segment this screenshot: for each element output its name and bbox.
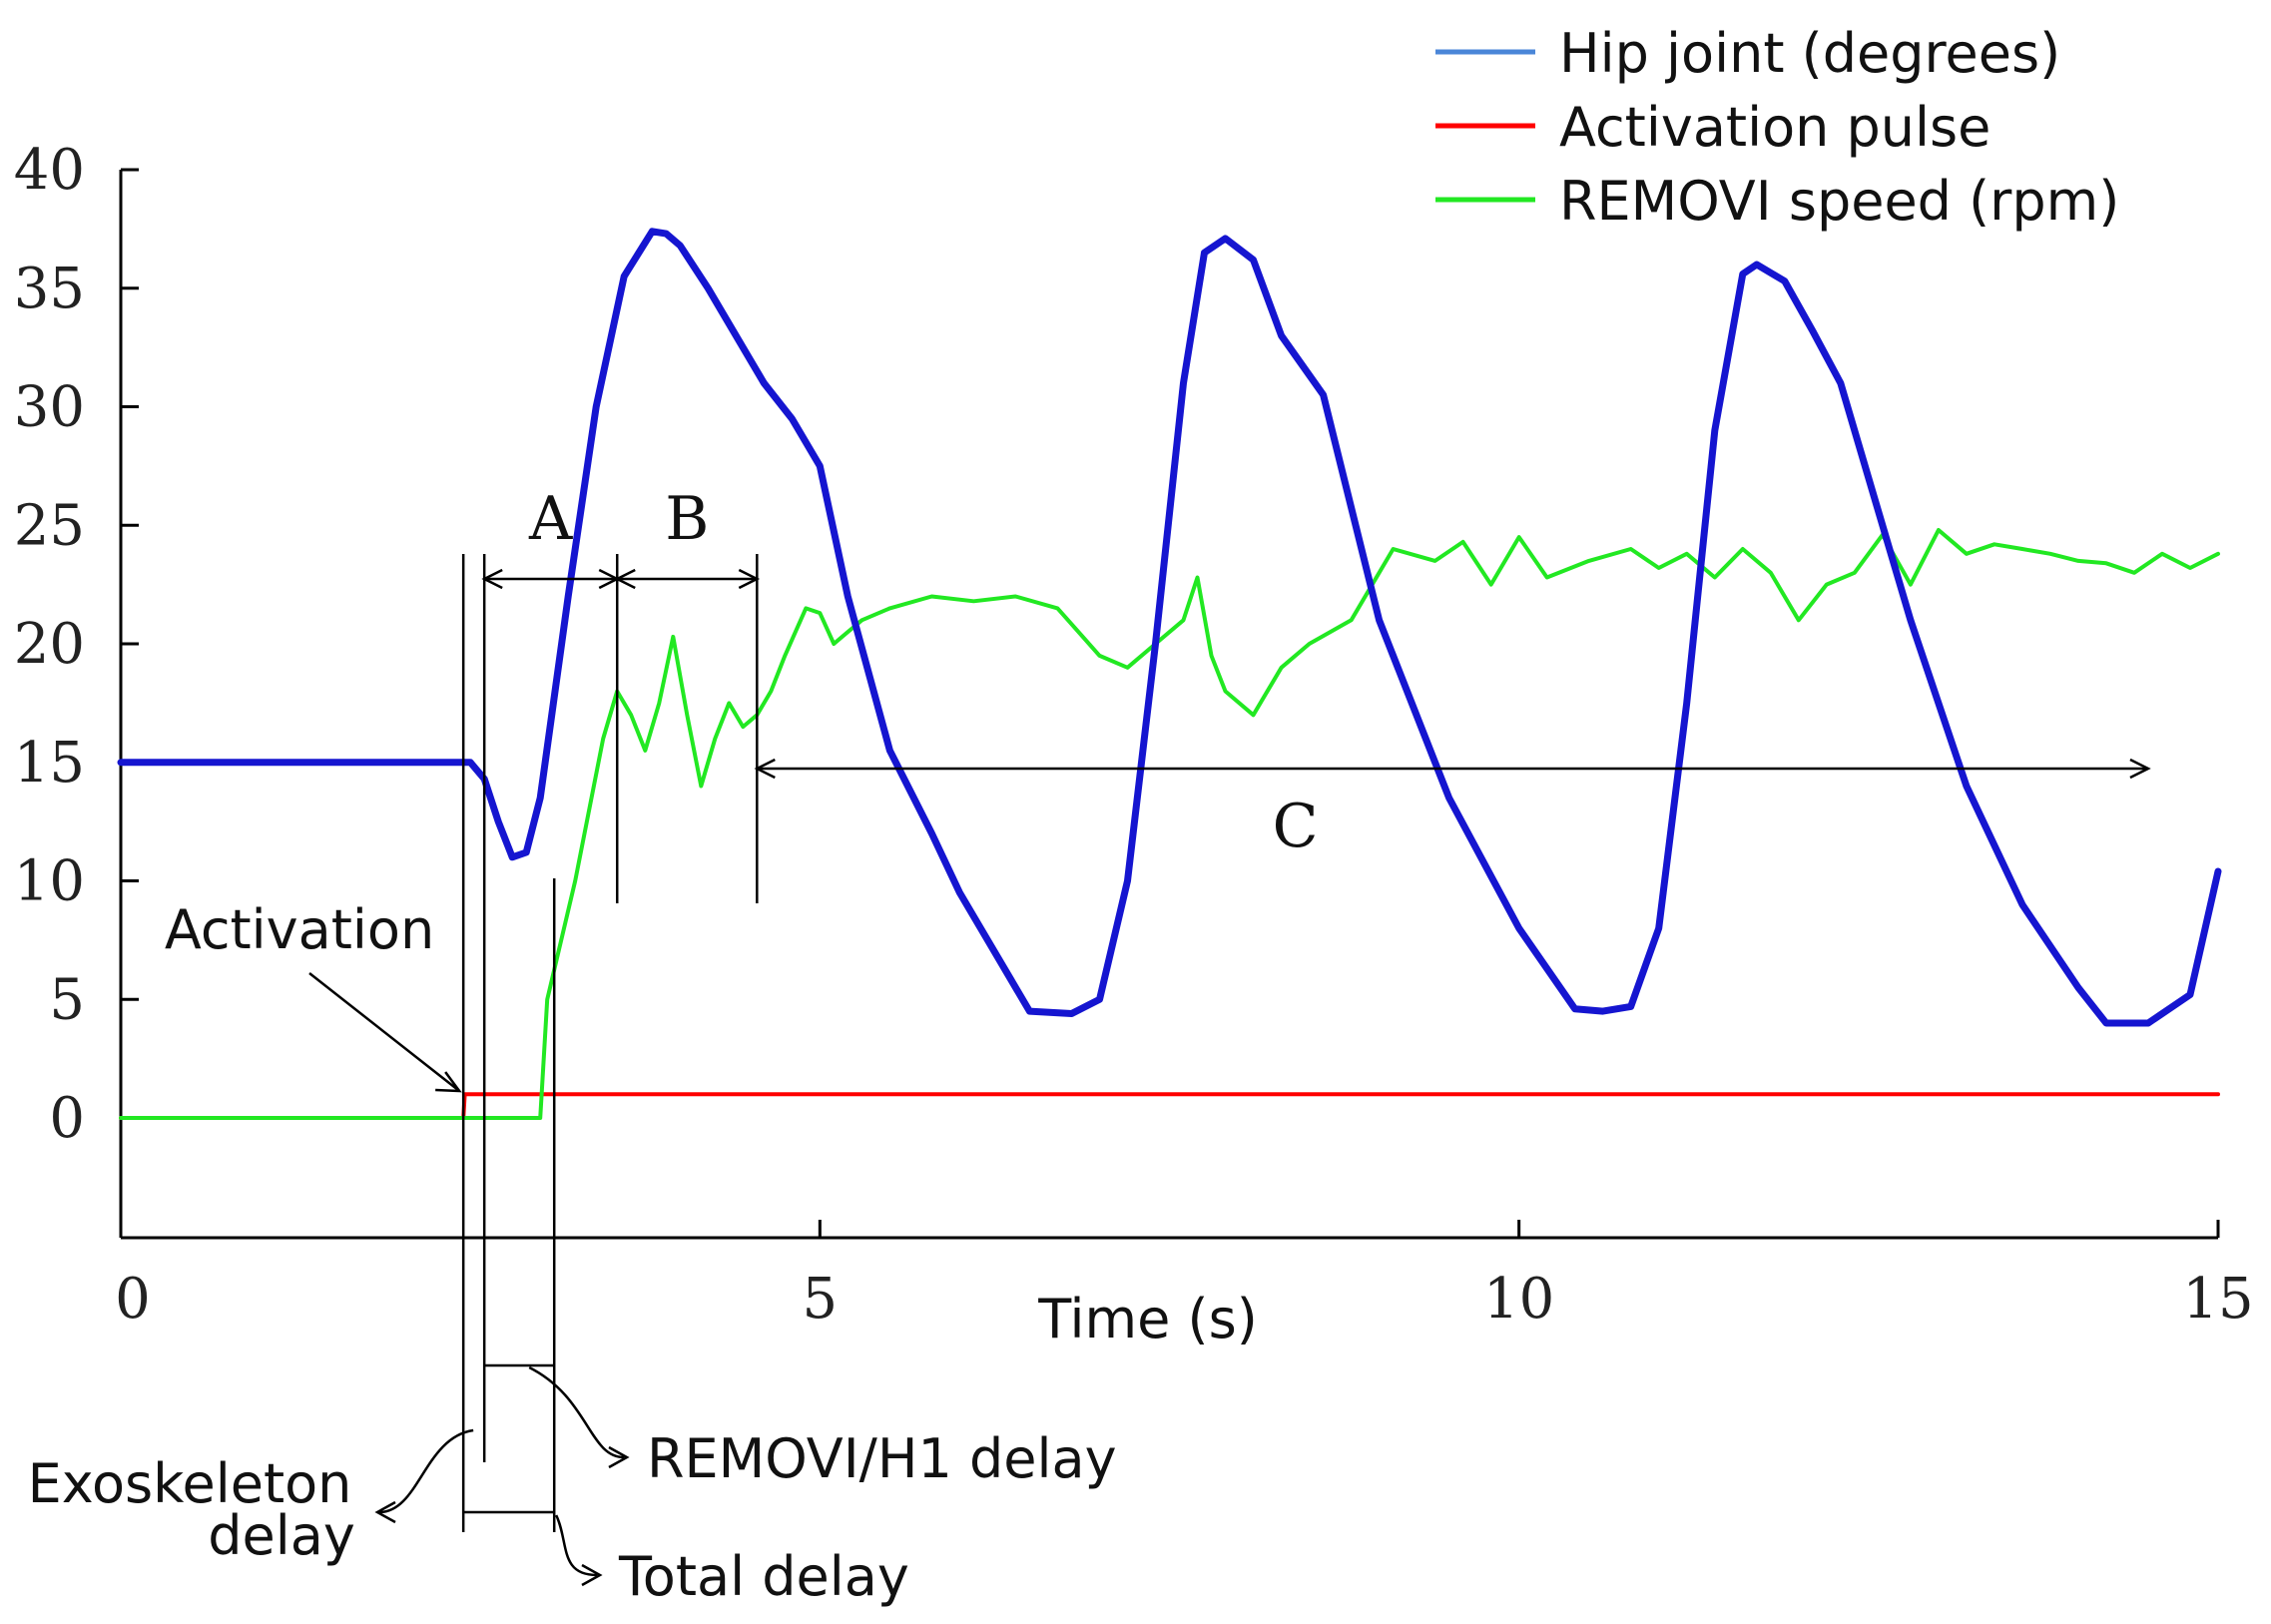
legend: Hip joint (degrees) Activation pulse REMOV… — [1435, 22, 2119, 233]
series-line-activation-pulse — [119, 1092, 2220, 1120]
series-line-hip-joint-degrees — [117, 228, 2222, 1027]
y-tick-label: 10 — [14, 849, 85, 914]
interval-b-label: B — [665, 484, 709, 554]
interval-c-arrow-head-right — [2129, 758, 2151, 780]
interval-a-arrow-head-left — [481, 568, 503, 590]
y-tick-label: 20 — [14, 612, 85, 677]
legend-label-2: Activation pulse — [1559, 96, 1990, 159]
y-tick-label: 30 — [14, 375, 85, 440]
total-delay-pointer — [555, 1514, 598, 1577]
removi-delay-pointer — [528, 1365, 625, 1459]
x-axis-label: Time (s) — [1037, 1288, 1258, 1351]
total-delay-pointer-head — [581, 1563, 603, 1587]
y-tick-label: 5 — [49, 967, 85, 1032]
ticks: 0 5 10 15 20 25 30 35 40 0 5 10 15 — [14, 138, 2254, 1332]
y-tick-label: 40 — [14, 138, 85, 203]
exoskeleton-delay-pointer — [378, 1428, 474, 1514]
activation-pointer-head — [435, 1071, 462, 1093]
interval-b-arrow-head-left — [614, 568, 636, 590]
interval-b-arrow-head-right — [738, 568, 761, 590]
y-tick-label: 35 — [14, 257, 85, 321]
y-tick-label: 15 — [14, 731, 85, 796]
interval-c-label: C — [1273, 792, 1319, 861]
y-tick-label: 25 — [14, 493, 85, 558]
interval-c-arrow-head-left — [754, 758, 776, 780]
activation-pointer-line — [308, 972, 460, 1092]
removi-delay-pointer-head — [608, 1445, 630, 1469]
x-tick-label: 5 — [803, 1267, 839, 1332]
exoskeleton-delay-pointer-head — [374, 1500, 396, 1524]
legend-label-1: Hip joint (degrees) — [1559, 22, 2060, 85]
activation-label: Activation — [165, 898, 434, 961]
axes — [119, 170, 2218, 1240]
x-tick-label: 10 — [1483, 1267, 1554, 1332]
total-delay-label: Total delay — [618, 1545, 909, 1608]
annotations: A B C Activation REMOVI/H1 delay Total delay E… — [28, 484, 2151, 1608]
exoskeleton-delay-label-line1: Exoskeleton — [28, 1452, 352, 1515]
interval-a-label: A — [528, 484, 573, 554]
series — [117, 228, 2222, 1120]
legend-label-3: REMOVI speed (rpm) — [1559, 170, 2119, 233]
exoskeleton-delay-label-line2: delay — [208, 1504, 355, 1567]
x-tick-label: 15 — [2182, 1267, 2253, 1332]
x-tick-label: 0 — [115, 1267, 151, 1332]
removi-h1-delay-label: REMOVI/H1 delay — [647, 1427, 1117, 1490]
y-tick-label: 0 — [49, 1086, 85, 1151]
series-line-removi-speed-rpm — [119, 528, 2220, 1120]
